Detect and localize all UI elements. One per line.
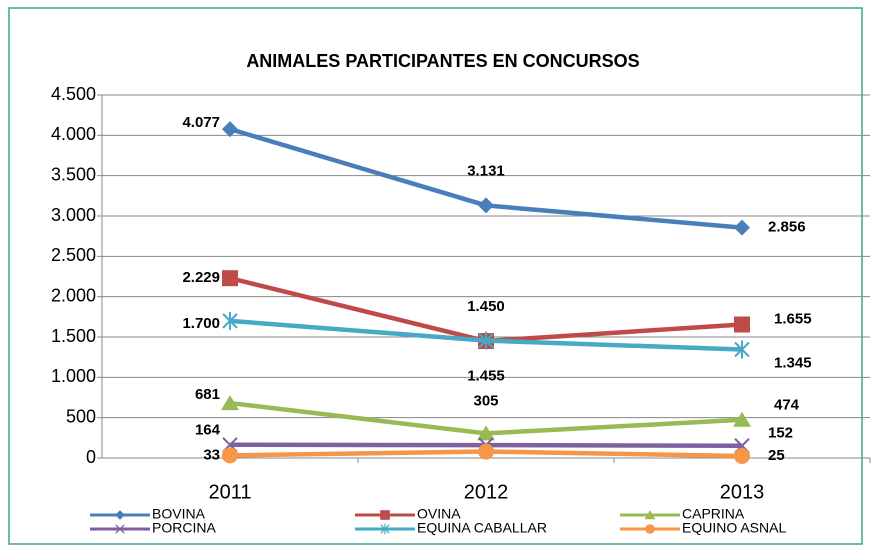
legend-marker [645, 524, 655, 534]
marker [734, 219, 750, 236]
data-label: 1.700 [182, 315, 220, 332]
data-label: 4.077 [182, 114, 220, 131]
legend-marker [115, 524, 125, 534]
legend-label: EQUINO ASNAL [682, 520, 786, 536]
legend-label: EQUINA CABALLAR [417, 520, 547, 536]
marker [733, 411, 751, 427]
data-label: 1.655 [774, 310, 812, 327]
marker [478, 331, 494, 350]
data-label: 2.856 [768, 219, 806, 236]
y-tick-label: 3.500 [51, 164, 96, 184]
data-label: 1.455 [467, 368, 505, 385]
marker [477, 425, 495, 441]
data-label: 474 [774, 397, 800, 414]
marker [478, 443, 494, 460]
y-tick-label: 3.000 [51, 205, 96, 225]
legend-item: OVINA [355, 506, 461, 522]
y-tick-label: 4.500 [51, 84, 96, 104]
marker [478, 197, 494, 214]
marker [222, 447, 238, 464]
legend-marker [380, 523, 390, 535]
data-label: 152 [768, 425, 793, 442]
marker [222, 311, 238, 330]
marker [222, 121, 238, 138]
marker [222, 270, 238, 287]
legend-marker [380, 510, 390, 520]
data-label: 305 [473, 392, 498, 409]
data-label: 25 [768, 447, 785, 464]
y-tick-label: 2.000 [51, 285, 96, 305]
y-tick-label: 2.500 [51, 245, 96, 265]
data-label: 2.229 [182, 269, 220, 286]
x-tick-label: 2013 [720, 481, 765, 503]
data-label: 164 [195, 422, 221, 439]
marker [734, 340, 750, 359]
data-label: 1.345 [774, 354, 812, 371]
data-label: 33 [203, 446, 220, 463]
marker [734, 447, 750, 464]
data-label: 681 [195, 386, 220, 403]
data-label: 1.450 [467, 298, 505, 315]
x-tick-label: 2012 [464, 481, 509, 503]
y-tick-label: 4.000 [51, 124, 96, 144]
legend-item: EQUINO ASNAL [620, 520, 786, 536]
y-tick-label: 500 [66, 406, 96, 426]
marker [734, 316, 750, 333]
x-tick-label: 2011 [208, 481, 251, 503]
y-tick-label: 1.000 [51, 366, 96, 386]
chart-title: ANIMALES PARTICIPANTES EN CONCURSOS [246, 51, 639, 71]
legend-item: EQUINA CABALLAR [355, 520, 547, 536]
legend-label: CAPRINA [682, 506, 745, 522]
legend-marker [644, 510, 656, 520]
y-tick-label: 0 [86, 447, 96, 467]
y-tick-label: 1.500 [51, 326, 96, 346]
chart-border [8, 7, 863, 545]
marker [221, 395, 239, 411]
data-label: 3.131 [467, 162, 505, 179]
legend-item: CAPRINA [620, 506, 745, 522]
legend-label: BOVINA [152, 506, 206, 522]
legend-label: OVINA [417, 506, 461, 522]
legend-label: PORCINA [152, 520, 216, 536]
legend-item: PORCINA [90, 520, 216, 536]
